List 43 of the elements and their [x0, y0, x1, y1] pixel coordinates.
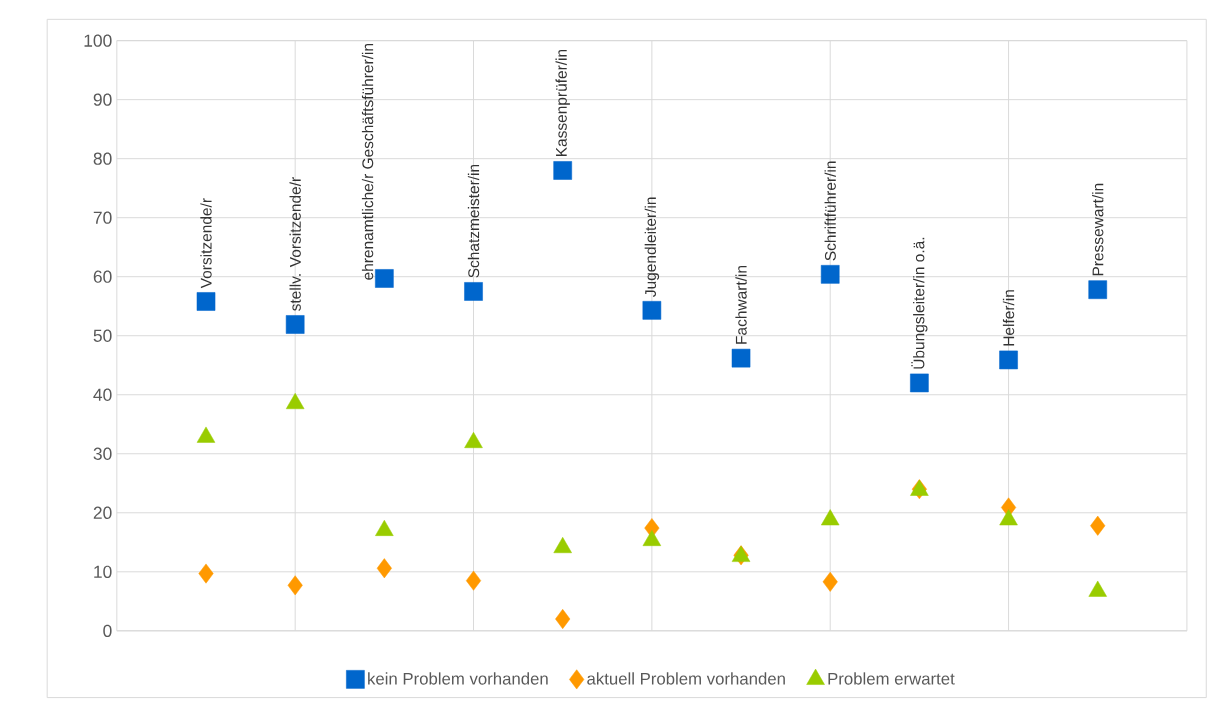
x-tick-label: Jugendleiter/in — [644, 197, 660, 297]
x-tick-label: ehrenamtliche/r Geschäftsführer/in — [361, 43, 374, 280]
point — [375, 269, 394, 288]
point — [999, 350, 1018, 370]
point — [820, 264, 840, 284]
y-tick-label: 70 — [93, 211, 112, 224]
point — [553, 161, 572, 180]
y-tick-label: 0 — [103, 624, 112, 637]
x-tick-label: Übungsleiter/in o.ä. — [911, 237, 928, 369]
legend-label: aktuell Problem vorhanden — [587, 672, 785, 685]
point — [1090, 515, 1106, 536]
y-tick-label: 10 — [94, 565, 112, 578]
point — [464, 282, 483, 301]
point — [287, 575, 303, 596]
point — [376, 558, 392, 579]
point — [642, 300, 662, 320]
point — [910, 373, 929, 393]
legend-label: Problem erwartet — [828, 672, 955, 685]
y-tick-label: 80 — [93, 152, 112, 165]
x-tick-label: Schriftführer/in — [824, 161, 836, 261]
point — [285, 315, 305, 334]
y-tick-label: 40 — [93, 388, 112, 401]
y-tick-label: 50 — [93, 329, 112, 342]
point — [555, 608, 571, 629]
x-tick-label: Fachwart/in — [735, 265, 747, 344]
y-tick-label: 60 — [93, 270, 112, 283]
x-tick-label: Vorsitzende/r — [200, 198, 212, 289]
x-tick-label: Pressewart/in — [1092, 183, 1104, 276]
x-tick-label: Helfer/in — [1002, 289, 1015, 346]
x-tick-label: Schatzmeister/in — [467, 164, 480, 278]
point — [731, 348, 751, 368]
point — [198, 563, 214, 584]
x-tick-label: Kassenprüfer/in — [555, 49, 570, 156]
y-tick-label: 20 — [93, 506, 112, 519]
point — [466, 570, 482, 591]
point — [196, 292, 216, 311]
point — [1088, 280, 1108, 299]
y-tick-label: 30 — [93, 447, 112, 460]
y-tick-label: 100 — [84, 34, 112, 47]
y-tick-label: 90 — [93, 93, 112, 106]
legend-label: kein Problem vorhanden — [368, 672, 548, 685]
x-tick-label: stellv. Vorsitzende/r — [289, 176, 301, 311]
point — [822, 571, 838, 592]
